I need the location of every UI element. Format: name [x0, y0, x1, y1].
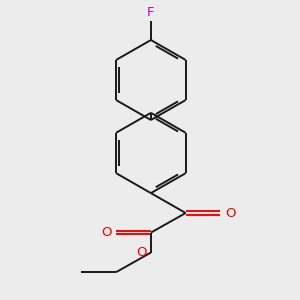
Text: O: O — [225, 206, 236, 220]
Text: O: O — [101, 226, 112, 239]
Text: F: F — [147, 6, 154, 19]
Text: O: O — [136, 246, 146, 259]
